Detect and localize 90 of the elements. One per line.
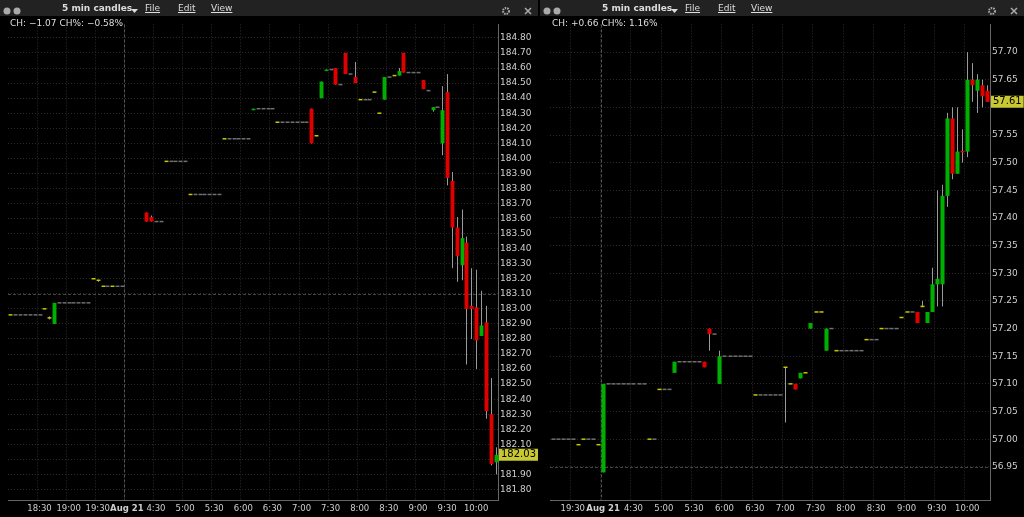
y-tick-label: 182.30	[500, 408, 532, 419]
candlestick	[975, 73, 980, 114]
y-tick-label: 182.20	[500, 423, 532, 434]
y-tick-label: 182.50	[500, 378, 532, 389]
x-tick-label: 5:30	[684, 503, 704, 514]
chart-subtitle: CH: +0.66 CH%: 1.16%	[552, 18, 658, 28]
x-tick-label: 4:30	[146, 503, 166, 514]
x-tick-label: 9:30	[437, 503, 457, 514]
y-tick-label: 57.70	[992, 46, 1019, 57]
x-tick-label: 6:00	[233, 503, 253, 514]
x-tick-label: 7:00	[775, 503, 795, 514]
x-tick-label: 10:00	[463, 503, 489, 514]
x-tick-label: 8:30	[866, 503, 886, 514]
y-tick-label: 184.00	[500, 152, 532, 163]
candlestick	[970, 62, 975, 103]
y-tick-label: 57.05	[992, 405, 1018, 416]
y-tick-label: 57.40	[992, 212, 1019, 223]
y-tick-label: 57.55	[992, 129, 1018, 140]
y-tick-label: 183.30	[500, 258, 532, 269]
x-tick-label: 7:30	[321, 503, 341, 514]
y-tick-label: 183.20	[500, 273, 532, 284]
y-tick-label: 183.90	[500, 167, 532, 178]
y-tick-label: 57.25	[992, 295, 1018, 306]
y-tick-label: 184.40	[500, 92, 532, 103]
y-tick-label: 184.20	[500, 122, 532, 133]
text: File	[145, 2, 161, 15]
chart-subtitle: CH: −1.07 CH%: −0.58%	[10, 18, 124, 28]
text: File	[685, 2, 701, 15]
x-tick-label: Aug 21	[586, 503, 620, 514]
y-tick-label: 182.80	[500, 333, 532, 344]
x-tick-label: 9:30	[927, 503, 947, 514]
y-tick-label: 182.10	[500, 438, 532, 449]
y-tick-label: 183.60	[500, 212, 532, 223]
x-tick-label: 8:00	[836, 503, 856, 514]
y-tick-label: 183.00	[500, 303, 532, 314]
y-tick-label: 181.90	[500, 468, 532, 479]
x-tick-label: 19:30	[560, 503, 586, 514]
text: View	[211, 2, 233, 15]
x-tick-label: 5:00	[654, 503, 674, 514]
x-tick-label: 9:00	[408, 503, 428, 514]
text: View	[751, 2, 773, 15]
chart-title: 5 min candles	[62, 2, 133, 15]
x-tick-label: 19:30	[85, 503, 110, 514]
y-tick-label: 56.95	[992, 461, 1018, 472]
y-tick-label: 57.00	[992, 433, 1019, 444]
y-tick-label: 184.80	[500, 32, 532, 43]
chart-title: 5 min candles	[602, 2, 673, 15]
y-tick-label: 184.10	[500, 137, 532, 148]
x-tick-label: 7:00	[291, 503, 312, 514]
x-tick-label: 5:00	[175, 503, 195, 514]
x-tick-label: 9:00	[897, 503, 917, 514]
text: Edit	[178, 2, 196, 15]
x-tick-label: Aug 21	[110, 503, 144, 514]
y-tick-label: 57.30	[992, 267, 1019, 278]
y-tick-label: 57.50	[992, 157, 1019, 167]
y-tick-label: 57.20	[992, 322, 1019, 333]
x-tick-label: 7:30	[805, 503, 826, 514]
y-tick-label: 183.80	[500, 182, 532, 193]
y-tick-label: 182.70	[500, 348, 532, 359]
x-tick-label: 5:30	[204, 503, 224, 514]
x-tick-label: 6:30	[262, 503, 282, 514]
y-tick-label: 183.50	[500, 227, 532, 238]
y-tick-label: 183.70	[500, 197, 532, 208]
text: Edit	[718, 2, 736, 15]
x-tick-label: 6:00	[714, 503, 735, 514]
y-tick-label: 184.70	[500, 47, 532, 58]
y-tick-label: 183.40	[500, 243, 532, 253]
annotation: 182.03	[501, 448, 536, 460]
y-tick-label: 184.60	[500, 62, 532, 73]
y-tick-label: 184.30	[500, 107, 532, 118]
x-tick-label: 10:00	[954, 503, 980, 514]
y-tick-label: 182.40	[500, 393, 532, 404]
y-tick-label: 57.10	[992, 378, 1019, 389]
x-tick-label: 18:30	[27, 503, 52, 514]
y-tick-label: 57.15	[992, 350, 1018, 361]
x-tick-label: 4:30	[623, 503, 643, 514]
annotation: 57.61	[993, 95, 1022, 107]
y-tick-label: 182.90	[500, 318, 532, 329]
x-tick-label: 8:30	[379, 503, 399, 514]
x-tick-label: 19:00	[56, 503, 81, 514]
y-tick-label: 182.60	[500, 363, 532, 374]
x-tick-label: 6:30	[745, 503, 765, 514]
y-tick-label: 57.35	[992, 239, 1018, 250]
candlestick	[955, 106, 960, 175]
y-tick-label: 57.45	[992, 184, 1018, 195]
x-tick-label: 8:00	[350, 503, 370, 514]
y-tick-label: 181.80	[500, 483, 532, 494]
y-tick-label: 183.10	[500, 288, 532, 299]
y-tick-label: 184.50	[500, 77, 532, 88]
y-tick-label: 57.65	[992, 74, 1018, 85]
